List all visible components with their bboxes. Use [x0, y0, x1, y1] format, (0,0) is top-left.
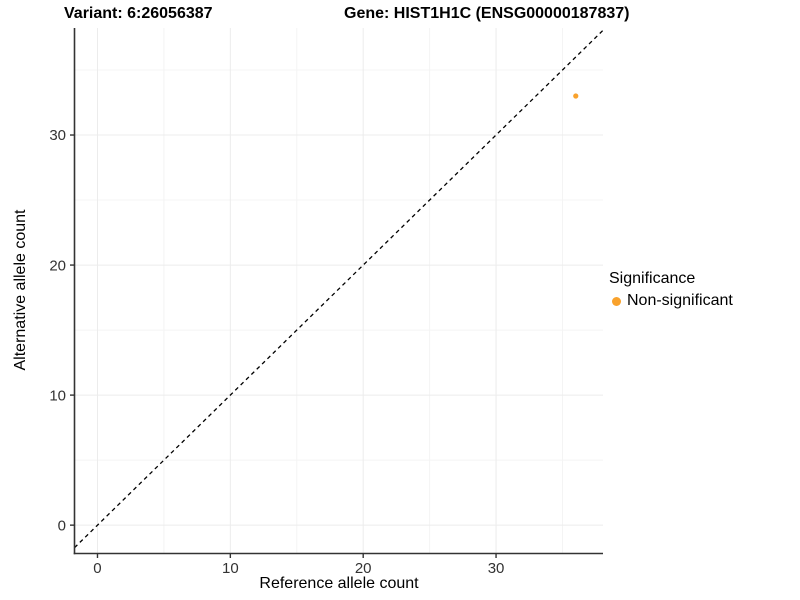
gene-title: Gene: HIST1H1C (ENSG00000187837)	[344, 5, 630, 22]
x-tick-label: 30	[488, 560, 505, 577]
y-tick-label: 30	[49, 127, 66, 144]
variant-title: Variant: 6:26056387	[64, 5, 213, 22]
x-tick-label: 20	[355, 560, 372, 577]
data-point	[573, 93, 579, 99]
x-tick-label: 10	[222, 560, 239, 577]
y-tick-label: 0	[58, 517, 66, 534]
legend-item-label: Non-significant	[627, 292, 733, 309]
legend-item-non-significant: Non-significant	[609, 292, 733, 310]
legend-point-icon	[612, 296, 621, 306]
x-tick-label: 0	[93, 560, 101, 577]
legend-title: Significance	[609, 270, 696, 287]
identity-line	[74, 29, 604, 549]
y-tick-label: 10	[49, 387, 66, 404]
legend: Significance Non-significant	[609, 270, 733, 310]
y-tick-label: 20	[49, 257, 66, 274]
x-axis-label: Reference allele count	[259, 575, 419, 592]
y-axis-label: Alternative allele count	[12, 209, 29, 371]
